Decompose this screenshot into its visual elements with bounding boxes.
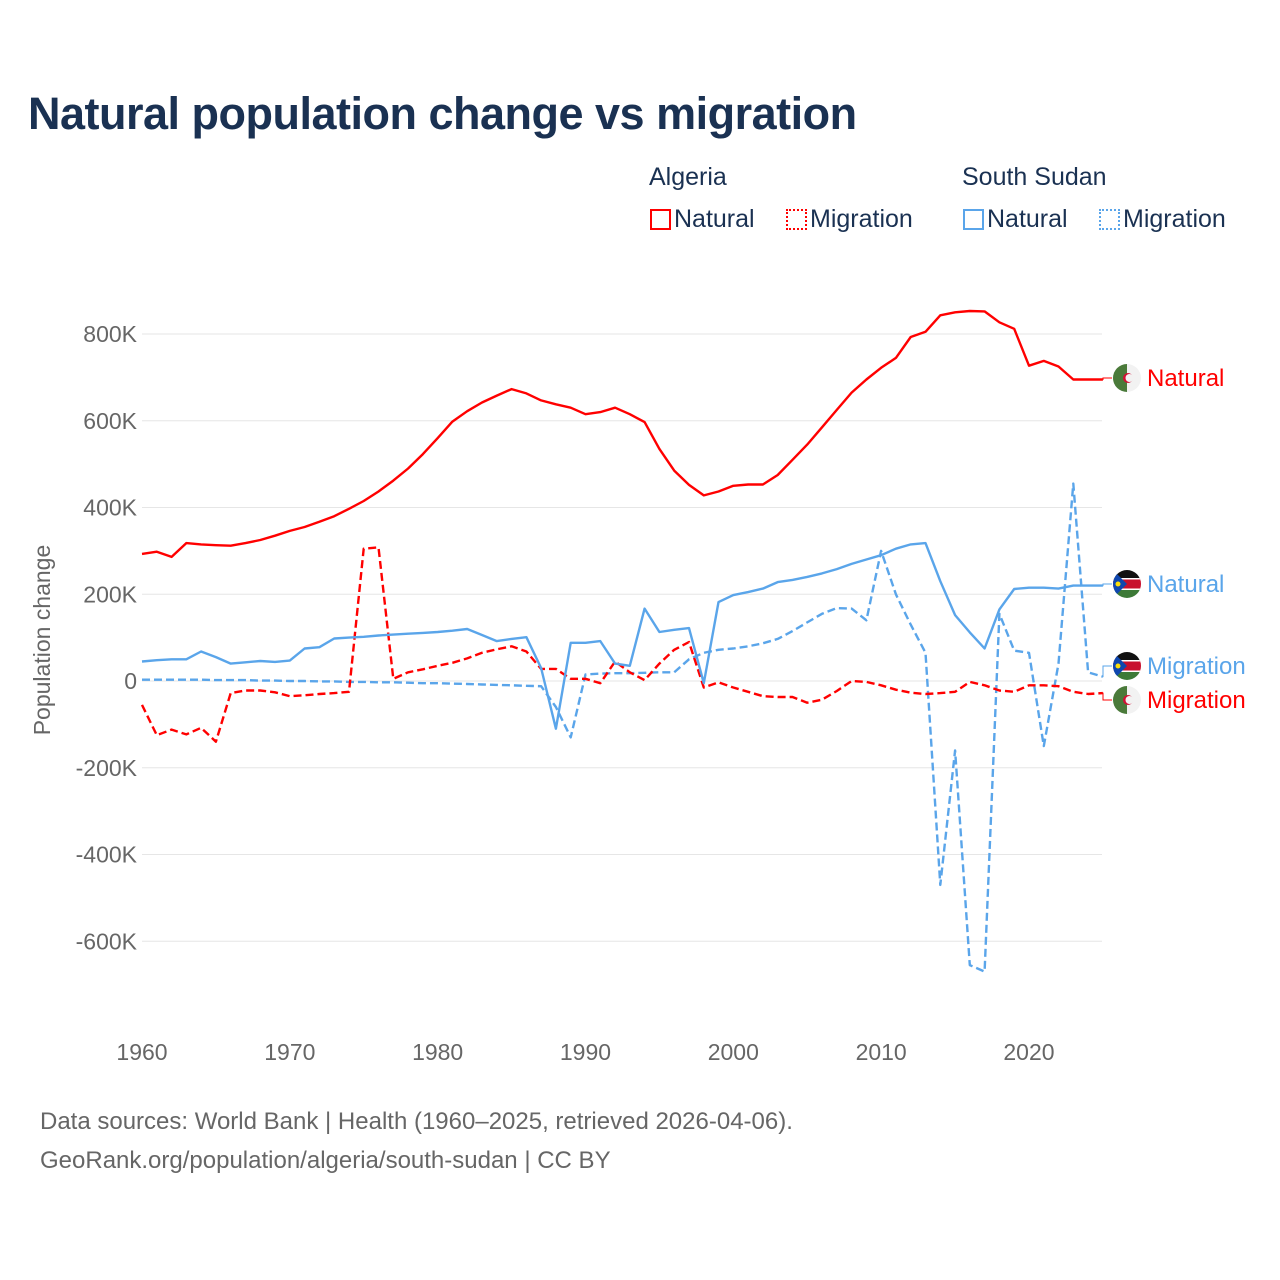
legend-swatch-solid-red: [650, 209, 671, 230]
y-axis-label: Population change: [29, 545, 55, 736]
end-label-algeria-natural: Natural: [1147, 365, 1224, 392]
y-tick-label: 200K: [83, 581, 137, 607]
end-label-connector: [1102, 665, 1112, 678]
y-tick-label: -600K: [76, 928, 138, 954]
x-tick-label: 2020: [1003, 1039, 1054, 1065]
legend-algeria-natural[interactable]: Natural: [650, 205, 755, 234]
y-tick-label: 400K: [83, 495, 137, 521]
legend-label: Migration: [1123, 205, 1226, 233]
y-tick-label: -200K: [76, 755, 138, 781]
chart-title: Natural population change vs migration: [28, 88, 857, 139]
end-label-connector: [1102, 377, 1112, 381]
series-line-algeria-migration: [140, 546, 1103, 743]
legend-group-algeria: Algeria: [649, 163, 727, 191]
algeria-flag-icon: [1113, 686, 1141, 714]
legend-swatch-dotted-blue: [1099, 209, 1120, 230]
x-tick-label: 1980: [412, 1039, 463, 1065]
end-label-algeria-migration: Migration: [1147, 687, 1246, 714]
x-tick-label: 2000: [708, 1039, 759, 1065]
y-tick-label: -400K: [76, 842, 138, 868]
end-label-connector: [1102, 583, 1112, 587]
legend-south-sudan-natural[interactable]: Natural: [963, 205, 1068, 234]
y-tick-label: 800K: [83, 321, 137, 347]
y-tick-label: 0: [124, 668, 137, 694]
legend-label: Natural: [674, 205, 755, 233]
legend-algeria-migration[interactable]: Migration: [786, 205, 913, 234]
y-tick-label: 600K: [83, 408, 137, 434]
end-label-connector: [1102, 692, 1112, 701]
footer-sources: Data sources: World Bank | Health (1960–…: [40, 1108, 793, 1135]
x-tick-label: 1960: [116, 1039, 167, 1065]
x-tick-label: 2010: [856, 1039, 907, 1065]
series-line-algeria-natural: [141, 309, 1103, 559]
legend-label: Migration: [810, 205, 913, 233]
legend-swatch-dotted-red: [786, 209, 807, 230]
south-sudan-flag-icon: [1113, 570, 1141, 598]
legend-swatch-solid-blue: [963, 209, 984, 230]
south-sudan-flag-icon: [1113, 652, 1141, 680]
x-tick-label: 1970: [264, 1039, 315, 1065]
algeria-flag-icon: [1113, 364, 1141, 392]
series-line-south-sudan-migration: [142, 482, 1104, 973]
end-label-south-sudan-migration: Migration: [1147, 653, 1246, 680]
x-tick-label: 1990: [560, 1039, 611, 1065]
series-line-south-sudan-natural: [141, 541, 1103, 730]
end-label-south-sudan-natural: Natural: [1147, 571, 1224, 598]
legend-label: Natural: [987, 205, 1068, 233]
footer-attribution[interactable]: GeoRank.org/population/algeria/south-sud…: [40, 1147, 611, 1174]
legend-south-sudan-migration[interactable]: Migration: [1099, 205, 1226, 234]
legend-group-south-sudan: South Sudan: [962, 163, 1107, 191]
